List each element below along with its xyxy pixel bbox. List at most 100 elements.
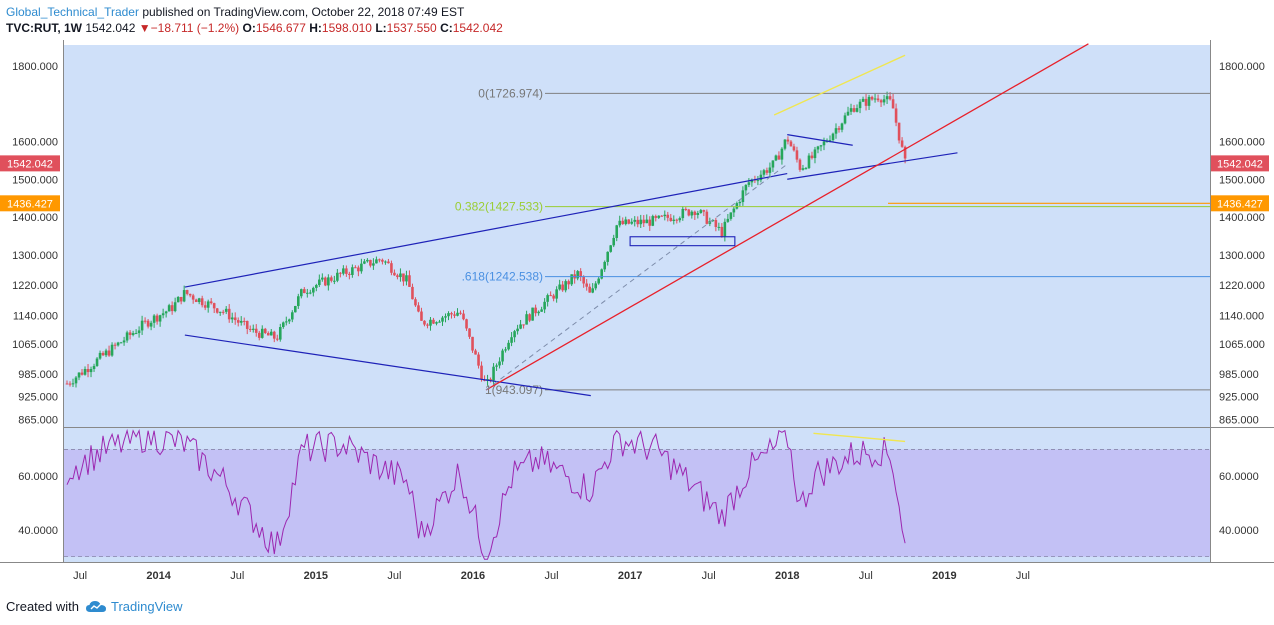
candle-down [588, 286, 591, 293]
price-tag-right [1211, 195, 1269, 212]
close-label: C: [440, 21, 453, 35]
candle-up [447, 313, 450, 317]
price-tag-right-label: 1436.427 [1217, 198, 1263, 210]
candle-down [143, 320, 147, 322]
candle-up [546, 295, 549, 302]
candle-up [672, 219, 676, 221]
candle-down [798, 159, 802, 170]
down-arrow-icon: ▼ [138, 21, 151, 35]
candle-up [819, 145, 823, 147]
candle-down [528, 314, 531, 321]
candle-down [330, 277, 333, 281]
candle-down [903, 146, 907, 159]
candle-up [768, 167, 772, 173]
candle-down [648, 219, 652, 226]
price-tick-left: 1220.000 [12, 280, 58, 292]
candle-up [104, 350, 108, 356]
candle-up [140, 320, 144, 331]
candle-up [825, 141, 829, 143]
price-tag-left [0, 155, 60, 172]
price-tick-left: 1600.000 [12, 136, 58, 148]
candle-down [684, 208, 688, 210]
candle-up [510, 337, 513, 343]
price-tick-right: 1500.000 [1219, 174, 1265, 186]
candle-up [762, 170, 766, 175]
candle-up [327, 277, 330, 286]
candle-down [666, 214, 670, 218]
candle-up [95, 358, 99, 366]
candle-up [699, 210, 703, 213]
candle-up [885, 96, 889, 100]
price-tick-right: 1065.000 [1219, 339, 1265, 351]
candle-up [516, 328, 519, 332]
candle-up [131, 333, 135, 335]
candle-down [579, 271, 582, 277]
candle-up [197, 298, 201, 303]
candle-down [669, 217, 673, 221]
pennant-top-line [787, 134, 853, 146]
candle-down [107, 350, 111, 356]
candle-up [576, 271, 579, 279]
candle-down [236, 320, 240, 323]
candle-down [179, 296, 183, 302]
candle-down [477, 354, 480, 366]
candle-down [369, 259, 372, 266]
candle-up [645, 219, 649, 224]
candle-up [287, 319, 291, 322]
candle-up [771, 160, 775, 168]
candle-down [642, 219, 646, 224]
candle-up [741, 190, 745, 203]
candle-down [465, 319, 468, 329]
candle-up [372, 263, 375, 266]
candle-up [315, 285, 318, 288]
candle-up [663, 214, 667, 217]
candle-up [176, 296, 180, 303]
candle-down [795, 150, 799, 160]
candle-up [161, 313, 165, 316]
candle-up [774, 155, 778, 161]
candle-up [834, 128, 838, 134]
candle-down [303, 289, 306, 294]
candle-down [480, 365, 483, 380]
candle-up [591, 288, 594, 293]
price-chart[interactable]: 0(1726.974) 0.382(1427.533) .618(1242.538)… [0, 40, 1274, 590]
created-with-text: Created with [6, 599, 79, 614]
candle-down [408, 275, 411, 287]
candle-down [113, 344, 117, 346]
time-tick: 2018 [775, 570, 799, 582]
candle-up [618, 220, 622, 226]
candle-up [678, 218, 682, 221]
tradingview-brand-text[interactable]: TradingView [110, 599, 183, 614]
candle-up [882, 99, 886, 103]
candle-down [257, 332, 261, 338]
author-link[interactable]: Global_Technical_Trader [6, 5, 139, 19]
candle-up [218, 311, 222, 313]
candle-up [89, 369, 93, 373]
rsi-band [64, 449, 1210, 557]
candle-up [744, 184, 748, 191]
price-change: −18.711 (−1.2%) [150, 21, 240, 35]
candle-up [498, 361, 501, 366]
candle-down [714, 220, 718, 227]
candle-up [281, 322, 285, 328]
candle-up [531, 307, 534, 321]
candle-up [260, 328, 264, 338]
price-tick-right: 985.000 [1219, 369, 1259, 381]
candle-down [450, 313, 453, 315]
candle-down [792, 146, 796, 151]
publish-line: Global_Technical_Trader published on Tra… [6, 4, 503, 20]
high-value: 1598.010 [321, 21, 372, 35]
tradingview-logo[interactable]: TradingView [85, 598, 183, 616]
candle-down [627, 219, 631, 224]
candle-up [92, 365, 96, 370]
red-uptrend-line [485, 43, 1089, 391]
candle-up [336, 272, 339, 281]
broken-support-line [787, 152, 958, 180]
symbol-label[interactable]: TVC:RUT, 1W [6, 21, 82, 35]
candle-up [630, 221, 634, 224]
time-tick: 2019 [932, 570, 956, 582]
price-pane [64, 45, 1210, 427]
candle-up [846, 111, 850, 116]
price-tick-right: 1220.000 [1219, 280, 1265, 292]
candle-up [732, 208, 736, 213]
